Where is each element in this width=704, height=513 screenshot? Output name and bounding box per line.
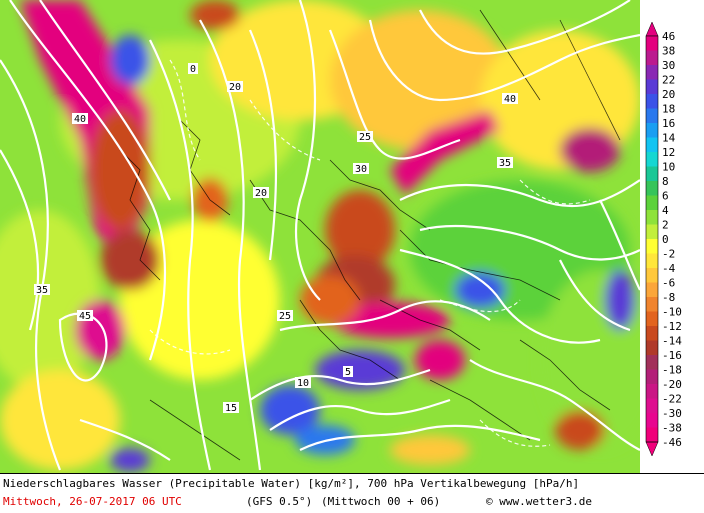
legend-swatch [646, 79, 658, 95]
legend-swatch [646, 297, 658, 312]
legend-swatch [646, 166, 658, 182]
contour-label: 15 [225, 403, 237, 414]
legend-swatch [646, 137, 658, 153]
legend-tick-label: -18 [662, 364, 682, 377]
legend-tick-label: 10 [662, 161, 675, 174]
legend-swatch [646, 152, 658, 167]
contour-label: 25 [279, 311, 291, 322]
legend-tick-label: 46 [662, 30, 675, 43]
legend-tick-label: 0 [662, 233, 669, 246]
weather-map: 40 35 25 20 20 25 30 35 40 45 15 10 5 0 [0, 0, 640, 473]
contour-label: 25 [359, 132, 371, 143]
contour-label: 20 [229, 82, 241, 93]
legend-tick-label: -16 [662, 349, 682, 362]
legend-swatch [646, 311, 658, 327]
legend-tick-label: 30 [662, 59, 675, 72]
legend-tick-label: -10 [662, 306, 682, 319]
map-title: Niederschlagbares Wasser (Precipitable W… [3, 477, 580, 490]
footer: Niederschlagbares Wasser (Precipitable W… [0, 473, 704, 513]
contour-labels: 40 35 25 20 20 25 30 35 40 45 15 10 5 0 [34, 63, 518, 414]
legend-tick-label: -30 [662, 407, 682, 420]
legend-tick-label: 14 [662, 132, 676, 145]
contour-label: 30 [355, 164, 367, 175]
legend-tick-label: 2 [662, 219, 669, 232]
copyright: © www.wetter3.de [486, 495, 592, 508]
contour-label: 35 [36, 285, 48, 296]
legend-tick-label: 12 [662, 146, 675, 159]
legend-tick-label: 8 [662, 175, 669, 188]
legend-tick-label: 38 [662, 45, 675, 58]
contour-label: 5 [345, 367, 351, 378]
color-legend: 4638302220181614121086420-2-4-6-8-10-12-… [645, 21, 682, 457]
legend-tick-label: 22 [662, 74, 675, 87]
vertical-motion-contours [149, 59, 591, 447]
contour-label: 40 [504, 94, 516, 105]
footer-info: Mittwoch, 26-07-2017 06 UTC (GFS 0.5°) (… [3, 495, 701, 508]
legend-tick-label: 20 [662, 88, 675, 101]
legend-tick-label: -14 [662, 335, 682, 348]
legend-swatch [646, 253, 658, 269]
legend-tick-label: -38 [662, 422, 682, 435]
legend-swatch [646, 195, 658, 211]
legend-swatch [646, 181, 658, 196]
legend-swatch [646, 268, 658, 283]
legend-swatch [646, 224, 658, 240]
legend-swatch [646, 413, 658, 428]
run-label: (Mittwoch 00 + 06) [321, 495, 441, 508]
legend-ticks: 4638302220181614121086420-2-4-6-8-10-12-… [662, 30, 682, 449]
contour-label: 45 [79, 311, 91, 322]
legend-swatch [646, 94, 658, 109]
legend-swatch [646, 427, 658, 443]
legend-swatch [646, 326, 658, 341]
legend-swatch [646, 210, 658, 225]
legend-tick-label: 4 [662, 204, 669, 217]
legend-swatch [646, 384, 658, 399]
contour-label: 20 [255, 188, 267, 199]
legend-swatch [646, 282, 658, 298]
legend-arrow-bottom [645, 441, 659, 457]
legend-tick-label: 6 [662, 190, 669, 203]
contour-label: 10 [297, 378, 309, 389]
legend-swatch [646, 239, 658, 254]
legend-tick-label: -12 [662, 320, 682, 333]
model-label: (GFS 0.5°) [246, 495, 313, 508]
legend-swatch [646, 36, 658, 51]
legend-swatch [646, 398, 658, 414]
legend-arrow-top [645, 21, 659, 37]
legend-swatch [646, 369, 658, 385]
legend-tick-label: -46 [662, 436, 682, 449]
legend-swatch [646, 65, 658, 80]
legend-swatch [646, 123, 658, 138]
legend-tick-label: -6 [662, 277, 675, 290]
legend-tick-label: -2 [662, 248, 675, 261]
legend-tick-label: 16 [662, 117, 675, 130]
legend-tick-label: -4 [662, 262, 676, 275]
legend-tick-label: -22 [662, 393, 682, 406]
legend-swatch [646, 108, 658, 124]
contour-label: 35 [499, 158, 511, 169]
contour-label: 40 [74, 114, 86, 125]
legend-swatch [646, 50, 658, 66]
legend-swatch [646, 340, 658, 356]
legend-border [645, 35, 659, 443]
legend-tick-label: 18 [662, 103, 675, 116]
contour-label: 0 [190, 64, 196, 75]
valid-date: Mittwoch, 26-07-2017 06 UTC [3, 495, 182, 508]
legend-bar [645, 21, 659, 457]
legend-tick-label: -20 [662, 378, 682, 391]
legend-tick-label: -8 [662, 291, 675, 304]
legend-swatch [646, 355, 658, 370]
